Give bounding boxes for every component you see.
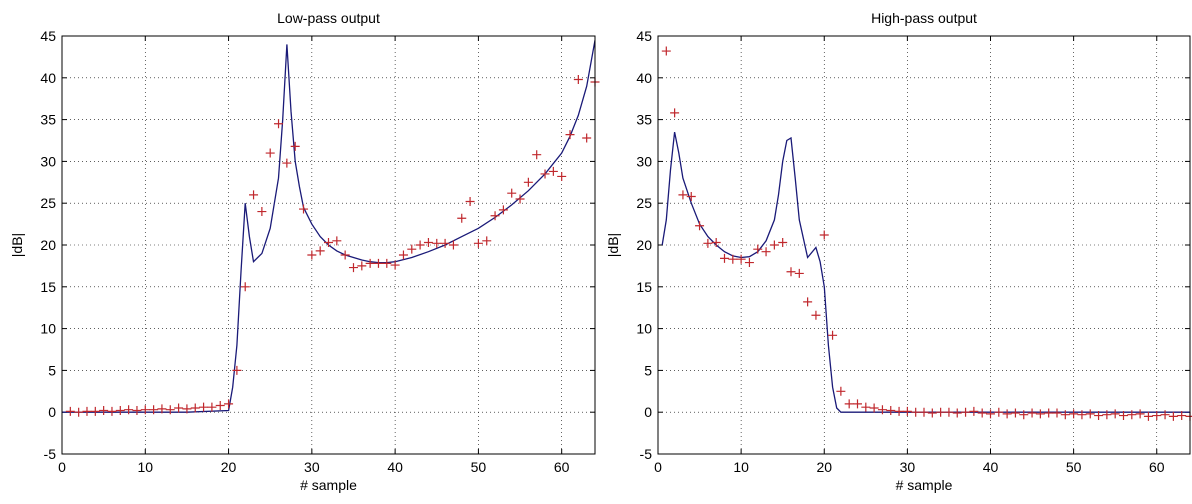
chart-2-ytick-label: -5	[640, 446, 653, 462]
chart-1-ytick-label: 25	[40, 195, 56, 211]
chart-1-xtick-label: 0	[58, 459, 66, 475]
chart-2-ytick-label: 0	[644, 404, 652, 420]
chart-1-xlabel: # sample	[300, 477, 357, 493]
chart-2-xtick-label: 20	[816, 459, 832, 475]
chart-2-xtick-label: 50	[1066, 459, 1082, 475]
chart-2-ytick-label: 30	[636, 153, 652, 169]
chart-1-xtick-label: 40	[387, 459, 403, 475]
chart-1-ytick-label: 20	[40, 237, 56, 253]
chart-2-ytick-label: 10	[636, 321, 652, 337]
chart-2-ytick-label: 5	[644, 362, 652, 378]
chart-2-xtick-label: 40	[983, 459, 999, 475]
chart-2-xtick-label: 0	[654, 459, 662, 475]
chart-1-ytick-label: -5	[44, 446, 57, 462]
chart-2-ylabel: |dB|	[605, 233, 621, 257]
chart-1-ytick-label: 35	[40, 112, 56, 128]
chart-2-xlabel: # sample	[896, 477, 953, 493]
chart-2-ytick-label: 15	[636, 279, 652, 295]
chart-2-xtick-label: 30	[900, 459, 916, 475]
chart-2-ytick-label: 45	[636, 28, 652, 44]
chart-1-xtick-label: 30	[304, 459, 320, 475]
chart-1-xtick-label: 10	[137, 459, 153, 475]
chart-2-ytick-label: 25	[636, 195, 652, 211]
chart-1-ytick-label: 10	[40, 321, 56, 337]
chart-1-ylabel: |dB|	[9, 233, 25, 257]
chart-2-ytick-label: 35	[636, 112, 652, 128]
chart-1-xtick-label: 50	[471, 459, 487, 475]
chart-1-xtick-label: 60	[554, 459, 570, 475]
chart-2-title: High-pass output	[871, 10, 977, 26]
chart-2-ytick-label: 40	[636, 70, 652, 86]
chart-2-xtick-label: 10	[733, 459, 749, 475]
chart-1-ytick-label: 15	[40, 279, 56, 295]
chart-2-xtick-label: 60	[1149, 459, 1165, 475]
chart-1-xtick-label: 20	[221, 459, 237, 475]
chart-1-ytick-label: 40	[40, 70, 56, 86]
chart-1-title: Low-pass output	[277, 10, 380, 26]
chart-1-ytick-label: 45	[40, 28, 56, 44]
chart-2-ytick-label: 20	[636, 237, 652, 253]
chart-1-ytick-label: 30	[40, 153, 56, 169]
chart-1-ytick-label: 5	[48, 362, 56, 378]
chart-1-ytick-label: 0	[48, 404, 56, 420]
